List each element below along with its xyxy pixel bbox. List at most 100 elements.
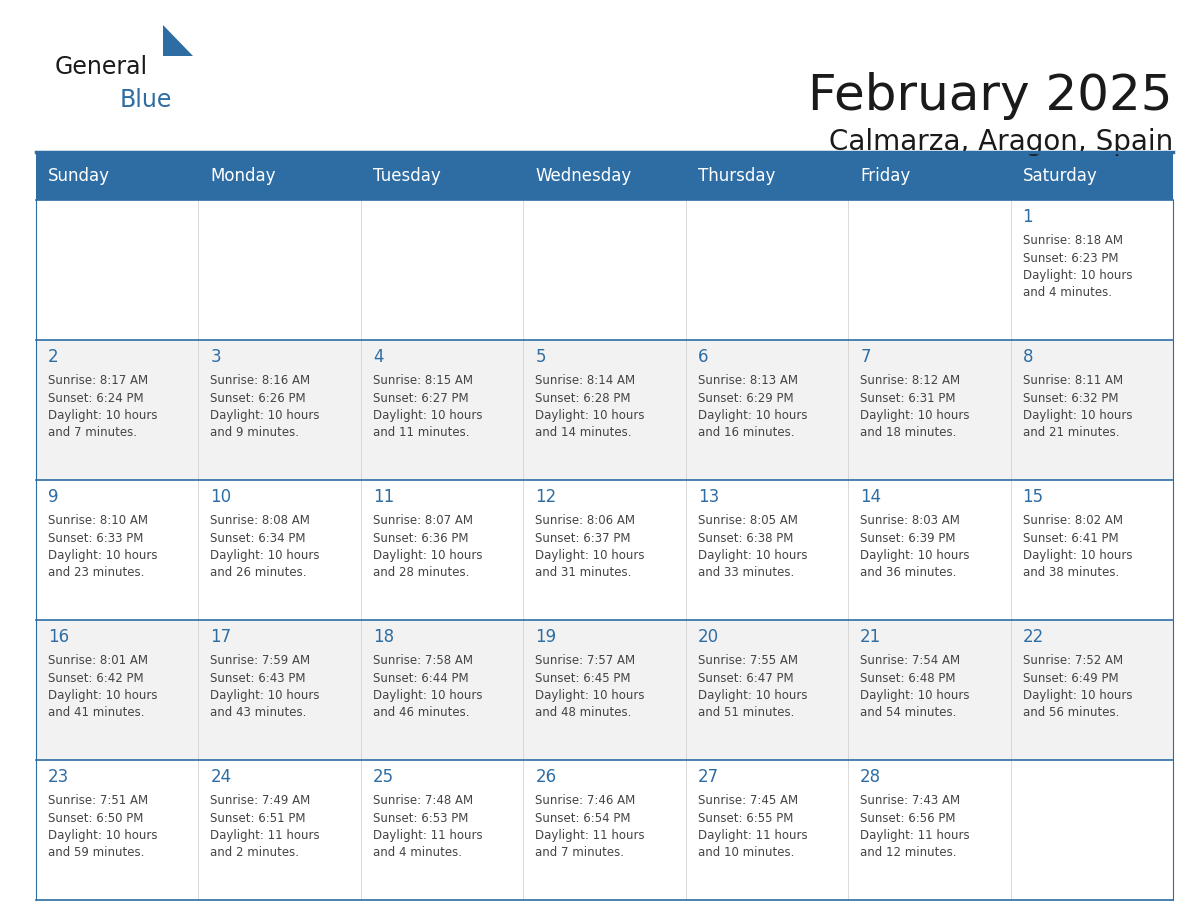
Text: 10: 10 [210, 488, 232, 506]
Text: 5: 5 [536, 348, 545, 366]
Bar [848, 760, 1011, 900]
Text: 21: 21 [860, 628, 881, 646]
Bar [685, 200, 848, 340]
Text: Sunrise: 7:43 AM
Sunset: 6:56 PM
Daylight: 11 hours
and 12 minutes.: Sunrise: 7:43 AM Sunset: 6:56 PM Dayligh… [860, 794, 969, 859]
Text: Thursday: Thursday [697, 167, 775, 185]
Text: 1: 1 [1023, 208, 1034, 226]
Text: Sunrise: 8:15 AM
Sunset: 6:27 PM
Daylight: 10 hours
and 11 minutes.: Sunrise: 8:15 AM Sunset: 6:27 PM Dayligh… [373, 374, 482, 440]
Bar [36, 340, 198, 480]
Text: Sunday: Sunday [48, 167, 110, 185]
Text: Sunrise: 8:14 AM
Sunset: 6:28 PM
Daylight: 10 hours
and 14 minutes.: Sunrise: 8:14 AM Sunset: 6:28 PM Dayligh… [536, 374, 645, 440]
Text: General: General [55, 55, 148, 79]
Text: February 2025: February 2025 [809, 72, 1173, 120]
Text: 8: 8 [1023, 348, 1034, 366]
Text: Sunrise: 7:45 AM
Sunset: 6:55 PM
Daylight: 11 hours
and 10 minutes.: Sunrise: 7:45 AM Sunset: 6:55 PM Dayligh… [697, 794, 808, 859]
Bar [1011, 480, 1173, 620]
Bar [523, 480, 685, 620]
Text: 18: 18 [373, 628, 394, 646]
Bar [1011, 760, 1173, 900]
Text: Sunrise: 7:57 AM
Sunset: 6:45 PM
Daylight: 10 hours
and 48 minutes.: Sunrise: 7:57 AM Sunset: 6:45 PM Dayligh… [536, 654, 645, 720]
Bar [685, 760, 848, 900]
Text: Sunrise: 8:16 AM
Sunset: 6:26 PM
Daylight: 10 hours
and 9 minutes.: Sunrise: 8:16 AM Sunset: 6:26 PM Dayligh… [210, 374, 320, 440]
Bar [523, 760, 685, 900]
Text: Sunrise: 8:05 AM
Sunset: 6:38 PM
Daylight: 10 hours
and 33 minutes.: Sunrise: 8:05 AM Sunset: 6:38 PM Dayligh… [697, 514, 807, 579]
Text: 2: 2 [48, 348, 58, 366]
Text: 16: 16 [48, 628, 69, 646]
Text: 26: 26 [536, 768, 556, 786]
Text: Sunrise: 8:12 AM
Sunset: 6:31 PM
Daylight: 10 hours
and 18 minutes.: Sunrise: 8:12 AM Sunset: 6:31 PM Dayligh… [860, 374, 969, 440]
Text: Sunrise: 7:46 AM
Sunset: 6:54 PM
Daylight: 11 hours
and 7 minutes.: Sunrise: 7:46 AM Sunset: 6:54 PM Dayligh… [536, 794, 645, 859]
Text: Sunrise: 7:52 AM
Sunset: 6:49 PM
Daylight: 10 hours
and 56 minutes.: Sunrise: 7:52 AM Sunset: 6:49 PM Dayligh… [1023, 654, 1132, 720]
Text: 12: 12 [536, 488, 556, 506]
Bar [36, 480, 198, 620]
Bar [361, 340, 523, 480]
Text: Friday: Friday [860, 167, 910, 185]
Text: 27: 27 [697, 768, 719, 786]
Text: Sunrise: 8:18 AM
Sunset: 6:23 PM
Daylight: 10 hours
and 4 minutes.: Sunrise: 8:18 AM Sunset: 6:23 PM Dayligh… [1023, 234, 1132, 299]
Text: 22: 22 [1023, 628, 1044, 646]
Text: 24: 24 [210, 768, 232, 786]
Text: 11: 11 [373, 488, 394, 506]
Bar [848, 620, 1011, 760]
Text: 4: 4 [373, 348, 384, 366]
Text: Sunrise: 8:07 AM
Sunset: 6:36 PM
Daylight: 10 hours
and 28 minutes.: Sunrise: 8:07 AM Sunset: 6:36 PM Dayligh… [373, 514, 482, 579]
Text: Sunrise: 8:17 AM
Sunset: 6:24 PM
Daylight: 10 hours
and 7 minutes.: Sunrise: 8:17 AM Sunset: 6:24 PM Dayligh… [48, 374, 158, 440]
Text: Sunrise: 8:11 AM
Sunset: 6:32 PM
Daylight: 10 hours
and 21 minutes.: Sunrise: 8:11 AM Sunset: 6:32 PM Dayligh… [1023, 374, 1132, 440]
Text: Monday: Monday [210, 167, 276, 185]
Text: 28: 28 [860, 768, 881, 786]
Text: Sunrise: 8:08 AM
Sunset: 6:34 PM
Daylight: 10 hours
and 26 minutes.: Sunrise: 8:08 AM Sunset: 6:34 PM Dayligh… [210, 514, 320, 579]
Text: Sunrise: 8:06 AM
Sunset: 6:37 PM
Daylight: 10 hours
and 31 minutes.: Sunrise: 8:06 AM Sunset: 6:37 PM Dayligh… [536, 514, 645, 579]
Text: Sunrise: 8:02 AM
Sunset: 6:41 PM
Daylight: 10 hours
and 38 minutes.: Sunrise: 8:02 AM Sunset: 6:41 PM Dayligh… [1023, 514, 1132, 579]
Text: Sunrise: 7:48 AM
Sunset: 6:53 PM
Daylight: 11 hours
and 4 minutes.: Sunrise: 7:48 AM Sunset: 6:53 PM Dayligh… [373, 794, 482, 859]
Bar [361, 200, 523, 340]
Text: 20: 20 [697, 628, 719, 646]
Text: 23: 23 [48, 768, 69, 786]
Text: Wednesday: Wednesday [536, 167, 632, 185]
Bar [848, 480, 1011, 620]
Text: 6: 6 [697, 348, 708, 366]
Bar [361, 620, 523, 760]
Text: Sunrise: 7:49 AM
Sunset: 6:51 PM
Daylight: 11 hours
and 2 minutes.: Sunrise: 7:49 AM Sunset: 6:51 PM Dayligh… [210, 794, 320, 859]
Bar [361, 760, 523, 900]
Bar [198, 200, 361, 340]
Text: Tuesday: Tuesday [373, 167, 441, 185]
Bar [198, 480, 361, 620]
Text: 9: 9 [48, 488, 58, 506]
Text: 25: 25 [373, 768, 394, 786]
Bar [198, 340, 361, 480]
Bar [361, 480, 523, 620]
Bar [36, 152, 1173, 200]
Text: Sunrise: 7:51 AM
Sunset: 6:50 PM
Daylight: 10 hours
and 59 minutes.: Sunrise: 7:51 AM Sunset: 6:50 PM Dayligh… [48, 794, 158, 859]
Bar [198, 760, 361, 900]
Text: 15: 15 [1023, 488, 1044, 506]
Text: Sunrise: 7:55 AM
Sunset: 6:47 PM
Daylight: 10 hours
and 51 minutes.: Sunrise: 7:55 AM Sunset: 6:47 PM Dayligh… [697, 654, 807, 720]
Text: 14: 14 [860, 488, 881, 506]
Text: 7: 7 [860, 348, 871, 366]
Bar [848, 200, 1011, 340]
Text: 17: 17 [210, 628, 232, 646]
Text: 19: 19 [536, 628, 556, 646]
Bar [685, 480, 848, 620]
Bar [1011, 200, 1173, 340]
Text: Sunrise: 8:13 AM
Sunset: 6:29 PM
Daylight: 10 hours
and 16 minutes.: Sunrise: 8:13 AM Sunset: 6:29 PM Dayligh… [697, 374, 807, 440]
Polygon shape [163, 25, 192, 56]
Text: Saturday: Saturday [1023, 167, 1098, 185]
Bar [1011, 620, 1173, 760]
Text: Sunrise: 8:10 AM
Sunset: 6:33 PM
Daylight: 10 hours
and 23 minutes.: Sunrise: 8:10 AM Sunset: 6:33 PM Dayligh… [48, 514, 158, 579]
Bar [523, 200, 685, 340]
Text: Blue: Blue [120, 88, 172, 112]
Bar [685, 340, 848, 480]
Bar [685, 620, 848, 760]
Text: Sunrise: 7:58 AM
Sunset: 6:44 PM
Daylight: 10 hours
and 46 minutes.: Sunrise: 7:58 AM Sunset: 6:44 PM Dayligh… [373, 654, 482, 720]
Bar [848, 340, 1011, 480]
Text: Sunrise: 8:03 AM
Sunset: 6:39 PM
Daylight: 10 hours
and 36 minutes.: Sunrise: 8:03 AM Sunset: 6:39 PM Dayligh… [860, 514, 969, 579]
Text: Sunrise: 8:01 AM
Sunset: 6:42 PM
Daylight: 10 hours
and 41 minutes.: Sunrise: 8:01 AM Sunset: 6:42 PM Dayligh… [48, 654, 158, 720]
Text: Sunrise: 7:59 AM
Sunset: 6:43 PM
Daylight: 10 hours
and 43 minutes.: Sunrise: 7:59 AM Sunset: 6:43 PM Dayligh… [210, 654, 320, 720]
Bar [36, 200, 198, 340]
Bar [523, 620, 685, 760]
Bar [198, 620, 361, 760]
Bar [1011, 340, 1173, 480]
Text: Calmarza, Aragon, Spain: Calmarza, Aragon, Spain [829, 128, 1173, 156]
Bar [523, 340, 685, 480]
Bar [36, 620, 198, 760]
